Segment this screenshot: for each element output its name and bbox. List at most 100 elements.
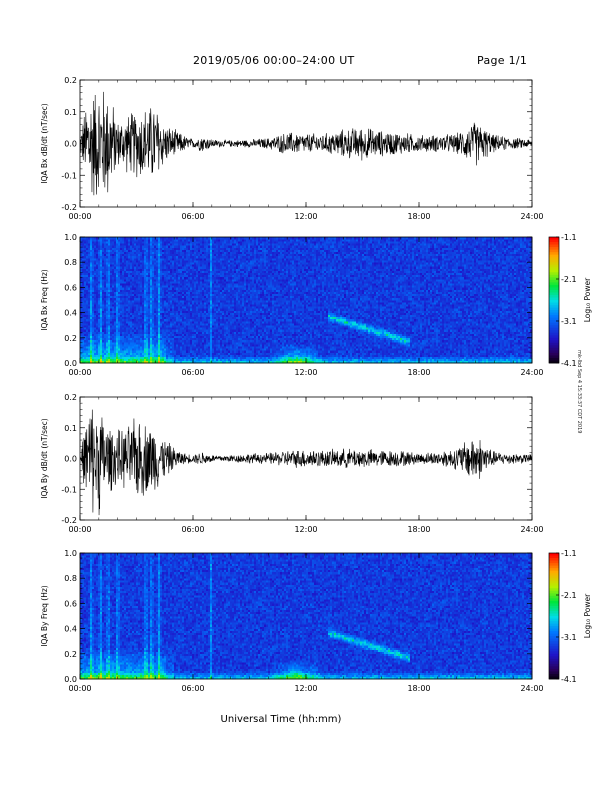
- x-axis-label: Universal Time (hh:mm): [221, 714, 342, 725]
- colorbar-swatch: [549, 239, 559, 243]
- x-tick-label: 00:00: [68, 368, 91, 377]
- line-panel: 00:00 06:00 12:00 18:00 24:00 -0.2 -0.1 0.0 0.1 0…: [40, 76, 544, 221]
- colorbar-swatch: [549, 360, 559, 364]
- y-tick-label: 0.0: [64, 455, 77, 464]
- y-axis-label: IQA Bx dB/dt (nT/sec): [40, 103, 49, 184]
- colorbar-swatch: [549, 676, 559, 680]
- x-tick-label: 18:00: [407, 525, 430, 534]
- colorbar-swatch: [549, 322, 559, 326]
- series-line: [80, 91, 532, 196]
- colorbar-swatch: [549, 294, 559, 298]
- colorbar-swatch: [549, 357, 559, 361]
- colorbar-swatch: [549, 242, 559, 245]
- colorbar-swatch: [549, 598, 559, 602]
- colorbar-swatch: [549, 666, 559, 670]
- colorbar-swatch: [549, 320, 559, 324]
- colorbar-swatch: [549, 277, 559, 281]
- colorbar-swatch: [549, 618, 559, 622]
- colorbar-swatch: [549, 613, 559, 617]
- colorbar-swatch: [549, 553, 559, 556]
- line-panel: 00:00 06:00 12:00 18:00 24:00 -0.2 -0.1 0.0 0.1 0…: [40, 393, 544, 534]
- colorbar-swatch: [549, 300, 559, 303]
- y-tick-label: 0.2: [64, 334, 77, 343]
- colorbar-swatch: [549, 593, 559, 597]
- colorbar-label: Log₁₀ Power: [583, 593, 592, 638]
- x-tick-label: 18:00: [407, 212, 430, 221]
- colorbar-swatch: [549, 284, 559, 288]
- colorbar-swatch: [549, 565, 559, 569]
- x-tick-label: 12:00: [294, 684, 317, 693]
- colorbar-swatch: [549, 325, 559, 329]
- x-tick-label: 06:00: [181, 525, 204, 534]
- colorbar-swatch: [549, 332, 559, 336]
- y-tick-label: -0.1: [61, 485, 77, 494]
- colorbar-swatch: [549, 560, 559, 564]
- colorbar-swatch: [549, 575, 559, 579]
- y-tick-label: 0.0: [64, 359, 77, 368]
- y-axis-label: IQA Bx Freq (Hz): [40, 269, 49, 331]
- colorbar-swatch: [549, 237, 559, 240]
- colorbar-swatch: [549, 274, 559, 278]
- colorbar-swatch: [549, 570, 559, 574]
- x-tick-label: 00:00: [68, 684, 91, 693]
- colorbar-swatch: [549, 588, 559, 592]
- colorbar-swatch: [549, 317, 559, 321]
- y-tick-label: -0.1: [61, 171, 77, 180]
- colorbar-swatch: [549, 269, 559, 273]
- series-line: [80, 409, 532, 516]
- colorbar-frame: [548, 552, 560, 680]
- x-tick-label: 24:00: [520, 212, 543, 221]
- colorbar-swatch: [549, 249, 559, 253]
- colorbar-swatch: [549, 573, 559, 577]
- colorbar-swatch: [549, 342, 559, 346]
- y-tick-label: 0.0: [64, 675, 77, 684]
- colorbar-swatch: [549, 335, 559, 339]
- y-tick-label: -0.2: [61, 203, 77, 212]
- colorbar-swatch: [549, 583, 559, 587]
- colorbar-tick-label: -1.1: [561, 233, 577, 242]
- colorbar-swatch: [549, 347, 559, 351]
- colorbar-tick-label: -1.1: [561, 549, 577, 558]
- colorbar-tick-label: -3.1: [561, 317, 577, 326]
- colorbar-swatch: [549, 623, 559, 627]
- x-tick-label: 06:00: [181, 684, 204, 693]
- y-tick-label: 0.2: [64, 76, 77, 85]
- colorbar-swatch: [549, 267, 559, 271]
- colorbar-swatch: [549, 653, 559, 657]
- colorbar-swatch: [549, 305, 559, 308]
- colorbar-swatch: [549, 310, 559, 313]
- colorbar: -1.1 -2.1 -3.1 -4.1 Log₁₀ Power: [548, 233, 592, 368]
- colorbar-frame: [548, 236, 560, 364]
- x-tick-label: 18:00: [407, 368, 430, 377]
- colorbar-swatch: [549, 297, 559, 301]
- colorbar-swatch: [549, 252, 559, 256]
- x-tick-label: 18:00: [407, 684, 430, 693]
- x-tick-label: 24:00: [520, 525, 543, 534]
- colorbar-swatch: [549, 641, 559, 645]
- colorbar-swatch: [549, 663, 559, 667]
- colorbar-swatch: [549, 355, 559, 359]
- y-tick-label: 1.0: [64, 233, 77, 242]
- colorbar-label: Log₁₀ Power: [583, 277, 592, 322]
- spectrogram-panel: 00:00 06:00 12:00 18:00 24:00 0.0 0.2 0.4 0.6 0.8…: [40, 549, 592, 693]
- colorbar-swatch: [549, 259, 559, 263]
- colorbar-swatch: [549, 616, 559, 619]
- colorbar-swatch: [549, 312, 559, 316]
- colorbar-swatch: [549, 626, 559, 629]
- colorbar-tick-label: -2.1: [561, 275, 577, 284]
- colorbar-swatch: [549, 292, 559, 296]
- colorbar-swatch: [549, 244, 559, 248]
- colorbar-swatch: [549, 608, 559, 612]
- colorbar-swatch: [549, 350, 559, 354]
- colorbar-swatch: [549, 656, 559, 660]
- y-axis-label: IQA By dB/dt (nT/sec): [40, 418, 49, 499]
- colorbar-swatch: [549, 558, 559, 561]
- colorbar-swatch: [549, 628, 559, 632]
- colorbar-swatch: [549, 658, 559, 662]
- colorbar-swatch: [549, 555, 559, 559]
- colorbar-swatch: [549, 638, 559, 642]
- x-tick-label: 00:00: [68, 212, 91, 221]
- chart-title: 2019/05/06 00:00–24:00 UT: [193, 54, 355, 67]
- colorbar-swatch: [549, 651, 559, 655]
